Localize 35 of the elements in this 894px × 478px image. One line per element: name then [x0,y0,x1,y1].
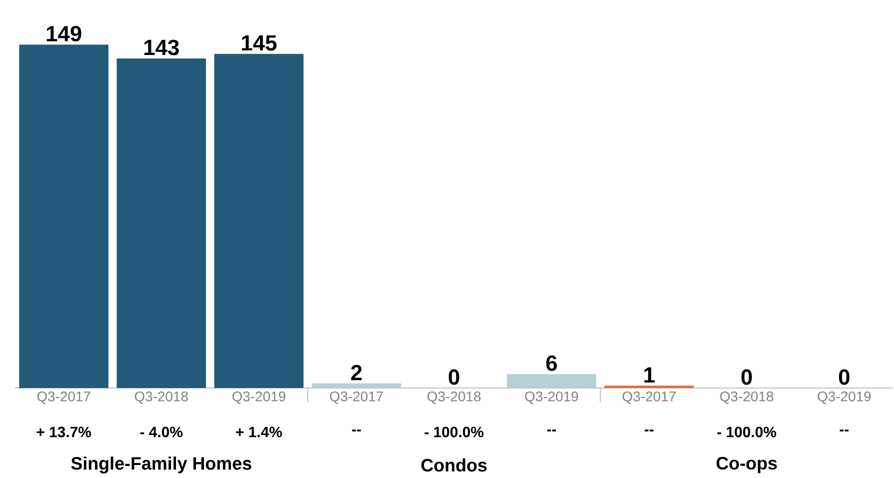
data-label: 145 [242,35,277,51]
x-tick-label: Q3-2019 [818,391,871,404]
x-tick-label: Q3-2018 [134,391,188,404]
text: Co-ops [716,456,777,474]
text: Single-Family Homes [71,456,252,474]
bar [312,383,402,388]
bar [19,44,108,388]
x-tick-label: Q3-2019 [525,391,578,404]
text: + 13.7% [36,426,91,438]
text: - 100.0% [717,426,776,438]
text: -- [644,430,654,432]
data-label: 149 [46,26,82,42]
text: - 4.0% [140,426,183,438]
data-label: 0 [741,369,752,385]
data-label: 0 [838,369,850,385]
x-tick-label: Q3-2017 [330,391,383,404]
x-tick-label: Q3-2017 [37,391,90,404]
data-label: 143 [144,40,179,56]
text: -- [352,430,361,432]
data-label: 2 [351,364,362,380]
x-tick-label: Q3-2018 [428,391,481,404]
text: -- [547,430,556,432]
text: + 1.4% [236,426,282,438]
bar [214,54,304,388]
text: Condos [421,458,487,472]
data-label: 1 [644,367,655,382]
bar [506,374,596,388]
x-tick-label: Q3-2018 [720,391,774,404]
data-label: 6 [546,355,557,371]
text: - 100.0% [424,426,484,438]
data-label: 0 [448,369,460,385]
x-tick-label: Q3-2019 [232,391,286,404]
bar [116,58,206,388]
text: -- [840,430,849,432]
x-tick-label: Q3-2017 [622,391,676,404]
